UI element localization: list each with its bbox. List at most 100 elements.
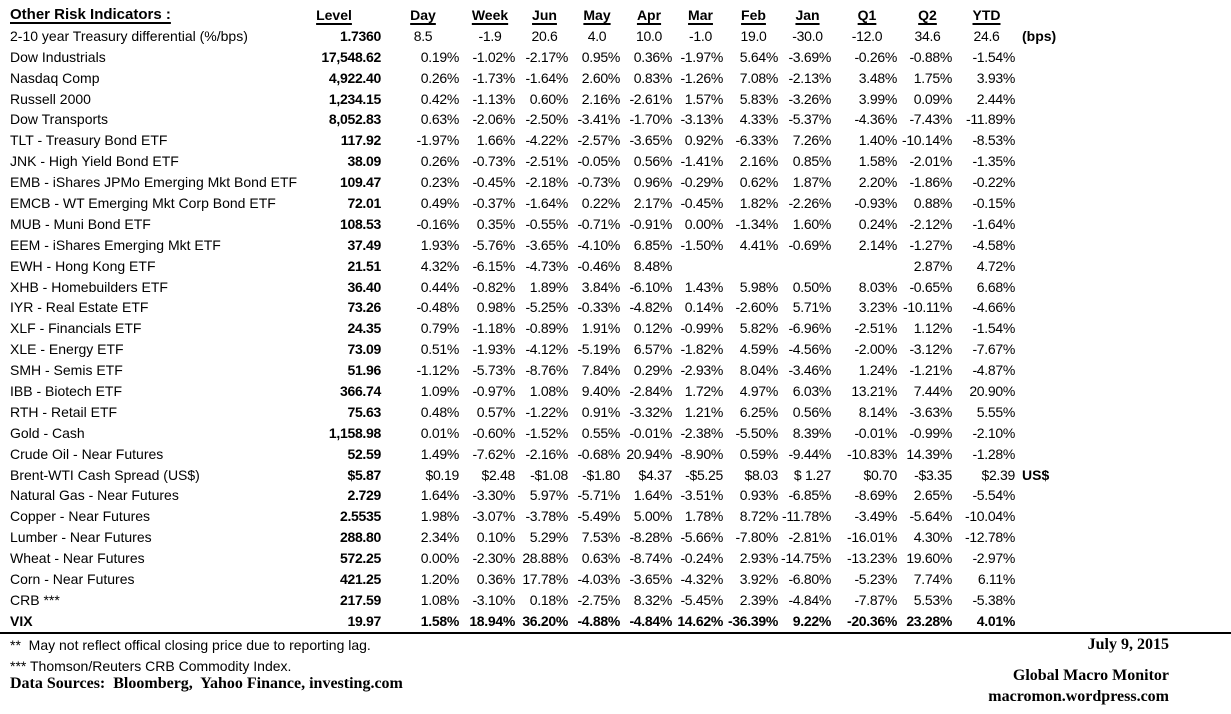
- cell-feb: 5.82%: [739, 320, 779, 337]
- cell-day: $0.19: [425, 466, 459, 483]
- column-header-q1: Q1: [857, 7, 877, 23]
- cell-q2: -0.99%: [909, 424, 952, 441]
- cell-q2: 14.39%: [906, 445, 952, 462]
- cell-mar: 14.62%: [677, 612, 723, 629]
- cell-week: -3.07%: [472, 508, 515, 525]
- row-label: IBB - Biotech ETF: [10, 383, 123, 400]
- cell-q1: 1.24%: [858, 362, 898, 379]
- cell-jan: -0.69%: [788, 236, 831, 253]
- table-row: EEM - iShares Emerging Mkt ETF 37.49 1.93%…: [10, 235, 1231, 256]
- cell-may: 4.0: [587, 27, 607, 44]
- column-header-feb: Feb: [741, 7, 766, 23]
- cell-q1: 8.03%: [858, 278, 898, 295]
- cell-mar: -$5.25: [685, 466, 723, 483]
- cell-q2: -$3.35: [914, 466, 952, 483]
- row-label: XHB - Homebuilders ETF: [10, 278, 168, 295]
- cell-may: 3.84%: [581, 278, 621, 295]
- cell-day: 0.51%: [420, 341, 460, 358]
- cell-ytd: -4.58%: [972, 236, 1015, 253]
- cell-day: 1.20%: [420, 571, 460, 588]
- table-row: JNK - High Yield Bond ETF 38.09 0.26% -0.73…: [10, 151, 1231, 172]
- cell-week: -0.73%: [472, 153, 515, 170]
- cell-mar: -0.99%: [680, 320, 723, 337]
- cell-jan: -2.13%: [788, 69, 831, 86]
- cell-apr: 6.57%: [633, 341, 673, 358]
- table-row: Corn - Near Futures 421.25 1.20% 0.36% 17.78…: [10, 569, 1231, 590]
- column-header-mar: Mar: [688, 7, 713, 23]
- cell-level: 366.74: [339, 383, 381, 400]
- cell-feb: 0.62%: [739, 174, 779, 191]
- cell-feb: 4.59%: [739, 341, 779, 358]
- cell-jun: -2.16%: [525, 445, 568, 462]
- cell-level: 19.97: [347, 612, 381, 629]
- table-row: VIX 19.97 1.58% 18.94% 36.20% -4.88% -4.84% 14.…: [10, 611, 1231, 632]
- cell-jan: -6.80%: [788, 571, 831, 588]
- cell-apr: 0.96%: [633, 174, 673, 191]
- cell-jun: -2.51%: [525, 153, 568, 170]
- cell-jun: -2.18%: [525, 174, 568, 191]
- cell-level: 75.63: [347, 403, 381, 420]
- cell-may: 0.63%: [581, 550, 621, 567]
- cell-week: -2.06%: [472, 111, 515, 128]
- cell-ytd: -1.54%: [972, 48, 1015, 65]
- cell-level: 108.53: [339, 215, 381, 232]
- cell-level: $5.87: [347, 466, 381, 483]
- row-label: SMH - Semis ETF: [10, 362, 123, 379]
- cell-jan: 7.26%: [792, 132, 832, 149]
- cell-apr: -4.84%: [629, 612, 672, 629]
- cell-mar: -1.97%: [680, 48, 723, 65]
- cell-apr: 10.0: [635, 27, 663, 44]
- cell-q1: -8.69%: [854, 487, 897, 504]
- table-row: IYR - Real Estate ETF 73.26 -0.48% 0.98% -5.…: [10, 297, 1231, 318]
- cell-apr: -8.74%: [629, 550, 672, 567]
- cell-q2: 2.87%: [913, 257, 953, 274]
- cell-q2: -3.63%: [909, 403, 952, 420]
- cell-q2: -1.27%: [909, 236, 952, 253]
- cell-may: 2.60%: [581, 69, 621, 86]
- cell-apr: -3.65%: [629, 571, 672, 588]
- row-label: IYR - Real Estate ETF: [10, 299, 149, 316]
- cell-q1: 0.24%: [858, 215, 898, 232]
- cell-apr: 8.48%: [633, 257, 673, 274]
- cell-day: -0.16%: [416, 215, 459, 232]
- cell-may: -0.73%: [577, 174, 620, 191]
- cell-feb: -7.80%: [735, 529, 778, 546]
- cell-day: 1.93%: [420, 236, 460, 253]
- footnote-reporting-lag: ** May not reflect offical closing price…: [10, 637, 371, 653]
- cell-q1: 3.99%: [858, 90, 898, 107]
- cell-mar: -1.82%: [680, 341, 723, 358]
- row-label: Copper - Near Futures: [10, 508, 151, 525]
- cell-day: 4.32%: [420, 257, 460, 274]
- cell-mar: 1.78%: [684, 508, 724, 525]
- cell-mar: 0.92%: [684, 132, 724, 149]
- cell-apr: -0.91%: [629, 215, 672, 232]
- cell-mar: -0.45%: [680, 195, 723, 212]
- cell-day: 8.5: [413, 27, 433, 44]
- cell-ytd: 6.68%: [976, 278, 1016, 295]
- cell-mar: 1.57%: [684, 90, 724, 107]
- cell-apr: -3.65%: [629, 132, 672, 149]
- cell-mar: -1.50%: [680, 236, 723, 253]
- cell-q2: 7.44%: [913, 383, 953, 400]
- table-row: SMH - Semis ETF 51.96 -1.12% -5.73% -8.76% 7.…: [10, 360, 1231, 381]
- cell-level: 1,234.15: [328, 90, 381, 107]
- table-row: 2-10 year Treasury differential (%/bps) 1…: [10, 26, 1231, 47]
- cell-feb: 6.25%: [739, 403, 779, 420]
- data-sources-line: Data Sources: Bloomberg, Yahoo Finance, …: [10, 675, 403, 692]
- cell-jan: -4.84%: [788, 591, 831, 608]
- table-row: IBB - Biotech ETF 366.74 1.09% -0.97% 1.08% 9…: [10, 381, 1231, 402]
- cell-jan: -6.85%: [788, 487, 831, 504]
- cell-jun: -0.89%: [525, 320, 568, 337]
- cell-jan: -3.69%: [788, 48, 831, 65]
- table-row: Wheat - Near Futures 572.25 0.00% -2.30% 28.…: [10, 548, 1231, 569]
- cell-ytd: -4.66%: [972, 299, 1015, 316]
- cell-day: -0.48%: [416, 299, 459, 316]
- cell-jun: 28.88%: [522, 550, 568, 567]
- cell-level: 2.5535: [339, 508, 381, 525]
- cell-may: 0.95%: [581, 48, 621, 65]
- table-row: EWH - Hong Kong ETF 21.51 4.32% -6.15% -4.73…: [10, 256, 1231, 277]
- cell-jan: -14.75%: [781, 550, 832, 567]
- cell-may: -2.57%: [577, 132, 620, 149]
- cell-q2: -0.88%: [909, 48, 952, 65]
